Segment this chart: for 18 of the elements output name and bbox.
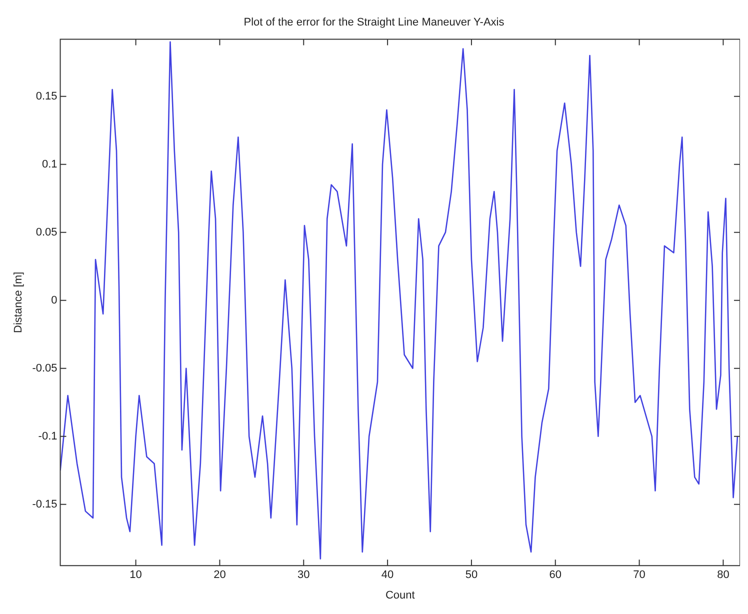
x-tick-label: 80 xyxy=(717,569,730,582)
chart-title: Plot of the error for the Straight Line Maneuver Y-Axis xyxy=(244,16,505,29)
y-tick-label: 0 xyxy=(51,294,58,306)
y-tick-label: 0.05 xyxy=(36,226,58,238)
y-tick-label: -0.1 xyxy=(38,430,58,442)
y-tick-label: 0.15 xyxy=(36,90,58,102)
y-axis-title: Distance [m] xyxy=(12,272,25,333)
x-tick-label: 70 xyxy=(633,569,646,582)
x-tick-label: 30 xyxy=(298,569,310,582)
x-tick-label: 20 xyxy=(214,569,226,582)
x-tick-label: 40 xyxy=(381,569,394,582)
x-tick-label: 50 xyxy=(465,569,478,582)
y-tick-label: 0.1 xyxy=(42,158,58,170)
y-tick-label: -0.05 xyxy=(32,362,58,374)
y-tick-label: -0.15 xyxy=(32,498,58,510)
x-axis-title: Count xyxy=(385,589,415,602)
x-tick-label: 60 xyxy=(549,569,562,582)
x-tick-label: 10 xyxy=(130,569,142,582)
